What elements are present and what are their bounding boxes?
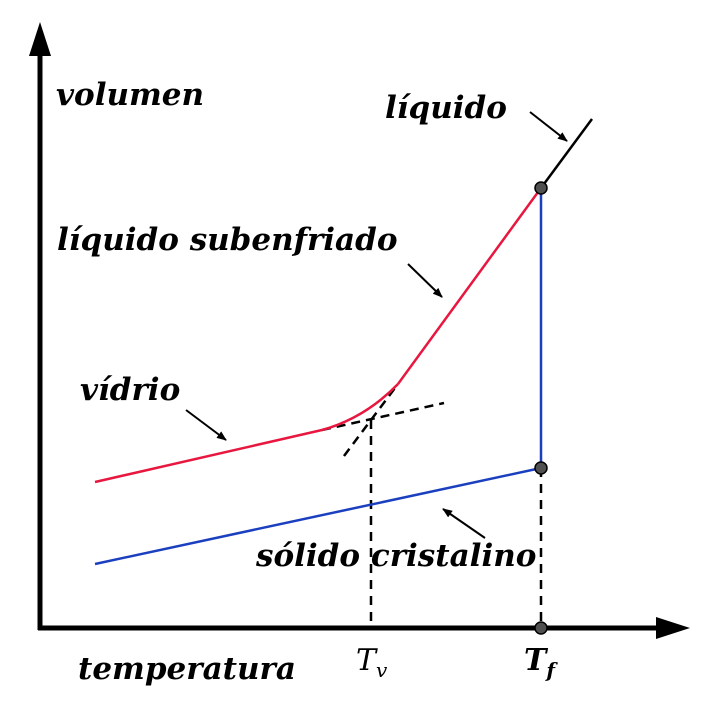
melting-point-solid-marker	[535, 462, 547, 474]
x-axis-label: temperatura	[78, 651, 296, 687]
crystal-pointer-arrow	[443, 509, 485, 538]
supercooled-label: líquido subenfriado	[57, 222, 398, 258]
tf-tick-label: Tf	[524, 643, 558, 682]
tf-main: T	[524, 643, 549, 678]
liquid-pointer-arrow	[530, 112, 567, 141]
glass-pointer-arrow	[186, 410, 226, 440]
tf-subscript: f	[544, 658, 558, 682]
tv-subscript: v	[376, 658, 388, 682]
y-axis-label: volumen	[56, 77, 204, 113]
x-axis-arrowhead	[656, 617, 690, 639]
tf-axis-marker	[535, 622, 547, 634]
glass-transition-curve	[322, 384, 398, 430]
y-axis-arrowhead	[29, 22, 51, 56]
supercooled-pointer-arrow	[408, 264, 442, 297]
crystal-label: sólido cristalino	[255, 538, 536, 574]
liquid-label: líquido	[385, 90, 507, 126]
tv-main: T	[356, 643, 378, 678]
supercooled-liquid-line	[398, 188, 541, 384]
liquid-extrapolation	[344, 384, 398, 456]
tv-tick-label: Tv	[356, 643, 388, 682]
glass-extrapolation	[322, 403, 444, 430]
liquid-line	[541, 119, 592, 188]
melting-point-liquid-marker	[535, 182, 547, 194]
glass-line	[95, 430, 322, 482]
glass-label: vídrio	[80, 372, 180, 408]
